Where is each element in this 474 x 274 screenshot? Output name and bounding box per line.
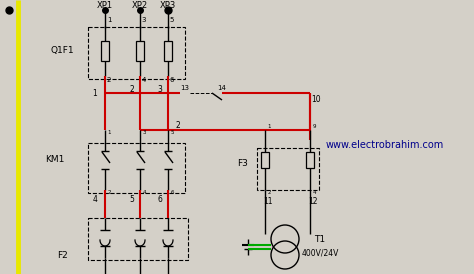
- Text: 4: 4: [312, 190, 316, 196]
- Text: 2: 2: [107, 190, 111, 195]
- Text: 3: 3: [157, 85, 163, 95]
- Text: 2: 2: [267, 190, 271, 196]
- Text: 12: 12: [308, 198, 318, 207]
- Text: 3: 3: [142, 130, 146, 136]
- Text: 9: 9: [312, 124, 316, 130]
- Text: XP1: XP1: [97, 1, 113, 10]
- Text: 6: 6: [157, 196, 163, 204]
- Text: F3: F3: [237, 159, 248, 169]
- Text: 4: 4: [92, 196, 98, 204]
- Text: 1: 1: [107, 130, 111, 136]
- Bar: [306, 152, 314, 168]
- Text: XP3: XP3: [160, 1, 176, 10]
- Text: 2: 2: [107, 77, 111, 83]
- Text: 2: 2: [176, 121, 181, 130]
- Text: www.electrobrahim.com: www.electrobrahim.com: [326, 140, 444, 150]
- Text: 1: 1: [267, 124, 271, 130]
- Text: T1: T1: [314, 235, 326, 244]
- Bar: [257, 148, 319, 190]
- Text: Q1F1: Q1F1: [50, 45, 74, 55]
- Text: 5: 5: [129, 196, 135, 204]
- Text: 5: 5: [170, 17, 174, 23]
- Text: 2: 2: [129, 85, 134, 95]
- Bar: [164, 41, 172, 61]
- Text: 1: 1: [92, 89, 97, 98]
- Text: 5: 5: [170, 130, 174, 136]
- Text: 13: 13: [181, 85, 190, 91]
- Text: 400V/24V: 400V/24V: [301, 249, 339, 258]
- Bar: [88, 143, 185, 193]
- Text: 6: 6: [170, 190, 174, 195]
- Text: 4: 4: [142, 190, 146, 195]
- Text: XP2: XP2: [132, 1, 148, 10]
- Bar: [88, 27, 185, 79]
- Text: 10: 10: [311, 96, 321, 104]
- Bar: [88, 218, 188, 260]
- Text: 11: 11: [263, 198, 273, 207]
- Text: F2: F2: [58, 250, 68, 259]
- Bar: [261, 152, 269, 168]
- Text: KM1: KM1: [46, 156, 64, 164]
- Bar: [136, 41, 144, 61]
- Text: 14: 14: [218, 85, 227, 91]
- Text: 4: 4: [142, 77, 146, 83]
- Bar: [101, 41, 109, 61]
- Text: 1: 1: [107, 17, 111, 23]
- Text: 3: 3: [142, 17, 146, 23]
- Text: 6: 6: [170, 77, 174, 83]
